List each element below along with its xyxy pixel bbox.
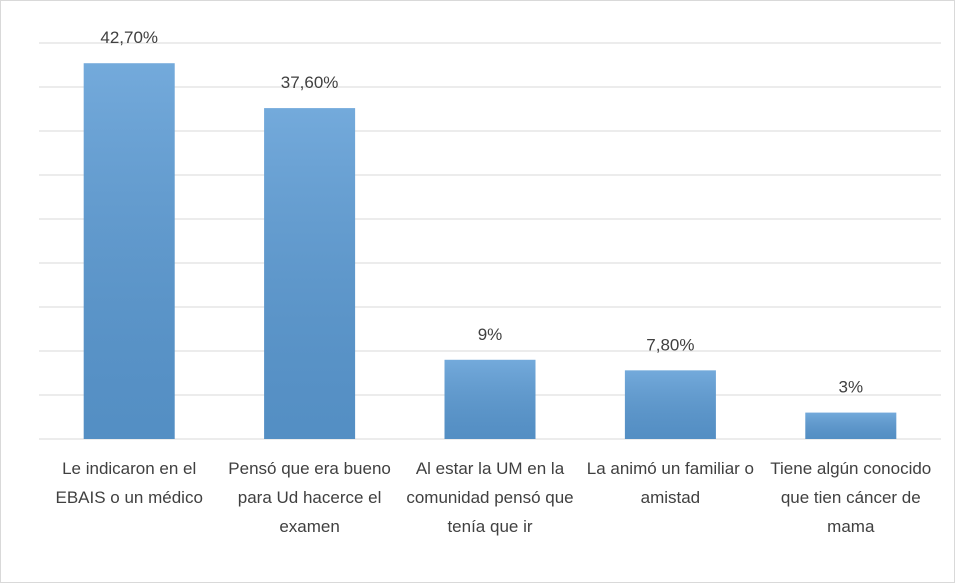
- bar-shade: [805, 412, 897, 439]
- bar-shade: [444, 359, 536, 439]
- data-label: 7,80%: [646, 335, 694, 354]
- bar-shade: [83, 63, 175, 440]
- x-tick-label: Al estar la UM en la comunidad pensó que…: [406, 459, 574, 536]
- data-label: 9%: [478, 325, 503, 344]
- x-tick-label: La animó un familiar o amistad: [586, 459, 755, 507]
- x-tick-label: Le indicaron en el EBAIS o un médico: [55, 459, 203, 507]
- data-label: 37,60%: [281, 73, 339, 92]
- bar-shade: [264, 108, 356, 440]
- data-label: 3%: [839, 378, 864, 397]
- data-label: 42,70%: [100, 28, 158, 47]
- bar-shade: [624, 370, 716, 439]
- x-tick-label: Tiene algún conocido que tien cáncer de …: [770, 459, 932, 536]
- x-tick-label: Pensó que era bueno para Ud hacerce el e…: [228, 459, 391, 536]
